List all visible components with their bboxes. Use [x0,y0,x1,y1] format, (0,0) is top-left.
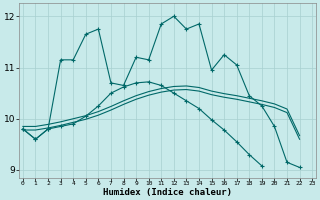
X-axis label: Humidex (Indice chaleur): Humidex (Indice chaleur) [103,188,232,197]
